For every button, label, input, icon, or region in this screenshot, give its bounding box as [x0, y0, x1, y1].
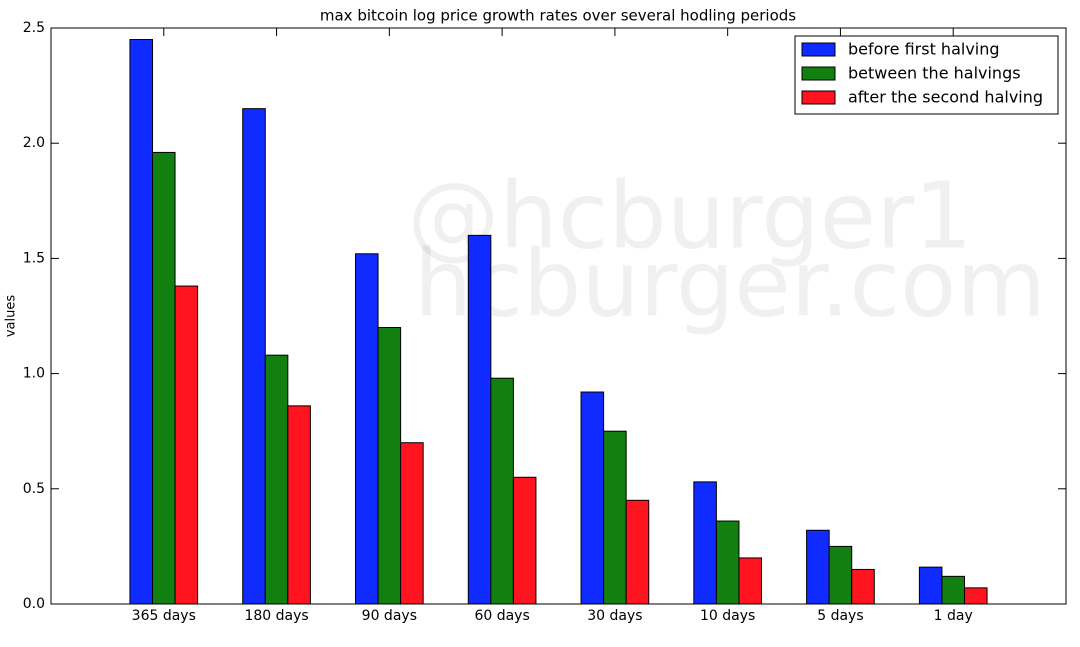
bar	[467, 234, 492, 605]
x-tick-label: 90 days	[362, 608, 417, 624]
bar	[603, 430, 627, 605]
bar	[828, 545, 853, 605]
legend-box	[794, 35, 1059, 115]
legend-label: between the halvings	[848, 64, 1021, 83]
bar	[715, 520, 740, 605]
y-tick-label: 1.0	[23, 366, 45, 382]
legend: before first halving between the halvings…	[794, 35, 1059, 115]
legend-swatch	[801, 66, 836, 81]
legend-label: before first halving	[848, 40, 1000, 59]
bar	[152, 151, 176, 605]
x-tick-label: 5 days	[817, 608, 863, 624]
bar	[806, 529, 830, 605]
x-tick-label: 1 day	[934, 608, 973, 624]
x-tick-label: 30 days	[587, 608, 642, 624]
bar	[580, 391, 605, 605]
bar	[693, 481, 717, 605]
y-tick-label: 0.0	[23, 596, 45, 612]
bar	[264, 354, 289, 605]
watermark: hcburger.com	[414, 230, 1046, 337]
bar	[129, 39, 153, 605]
y-tick-label: 0.5	[23, 481, 45, 497]
chart-title: max bitcoin log price growth rates over …	[320, 7, 796, 25]
bar	[355, 253, 379, 605]
bar	[174, 285, 199, 605]
y-axis-label: values	[4, 295, 19, 338]
bar	[851, 568, 875, 605]
bar	[287, 405, 311, 605]
watermark: @hcburger1	[407, 162, 972, 269]
y-tick-label: 2.0	[23, 135, 45, 151]
bar	[377, 327, 402, 605]
bar	[738, 557, 763, 605]
bar	[941, 575, 966, 605]
x-tick-label: 180 days	[244, 608, 308, 624]
plot-frame	[50, 27, 1067, 605]
x-tick-label: 365 days	[132, 608, 196, 624]
bar	[625, 499, 650, 605]
y-tick-label: 1.5	[23, 250, 45, 266]
legend-label: after the second halving	[848, 88, 1043, 107]
y-tick-label: 2.5	[23, 20, 45, 36]
legend-swatch	[801, 42, 836, 57]
bar	[400, 442, 424, 605]
bar	[490, 377, 514, 605]
x-tick-label: 10 days	[700, 608, 755, 624]
bar	[512, 476, 537, 605]
legend-swatch	[801, 90, 836, 105]
x-tick-label: 60 days	[474, 608, 529, 624]
bar	[964, 587, 988, 605]
bar	[242, 108, 266, 605]
bar	[918, 566, 943, 605]
